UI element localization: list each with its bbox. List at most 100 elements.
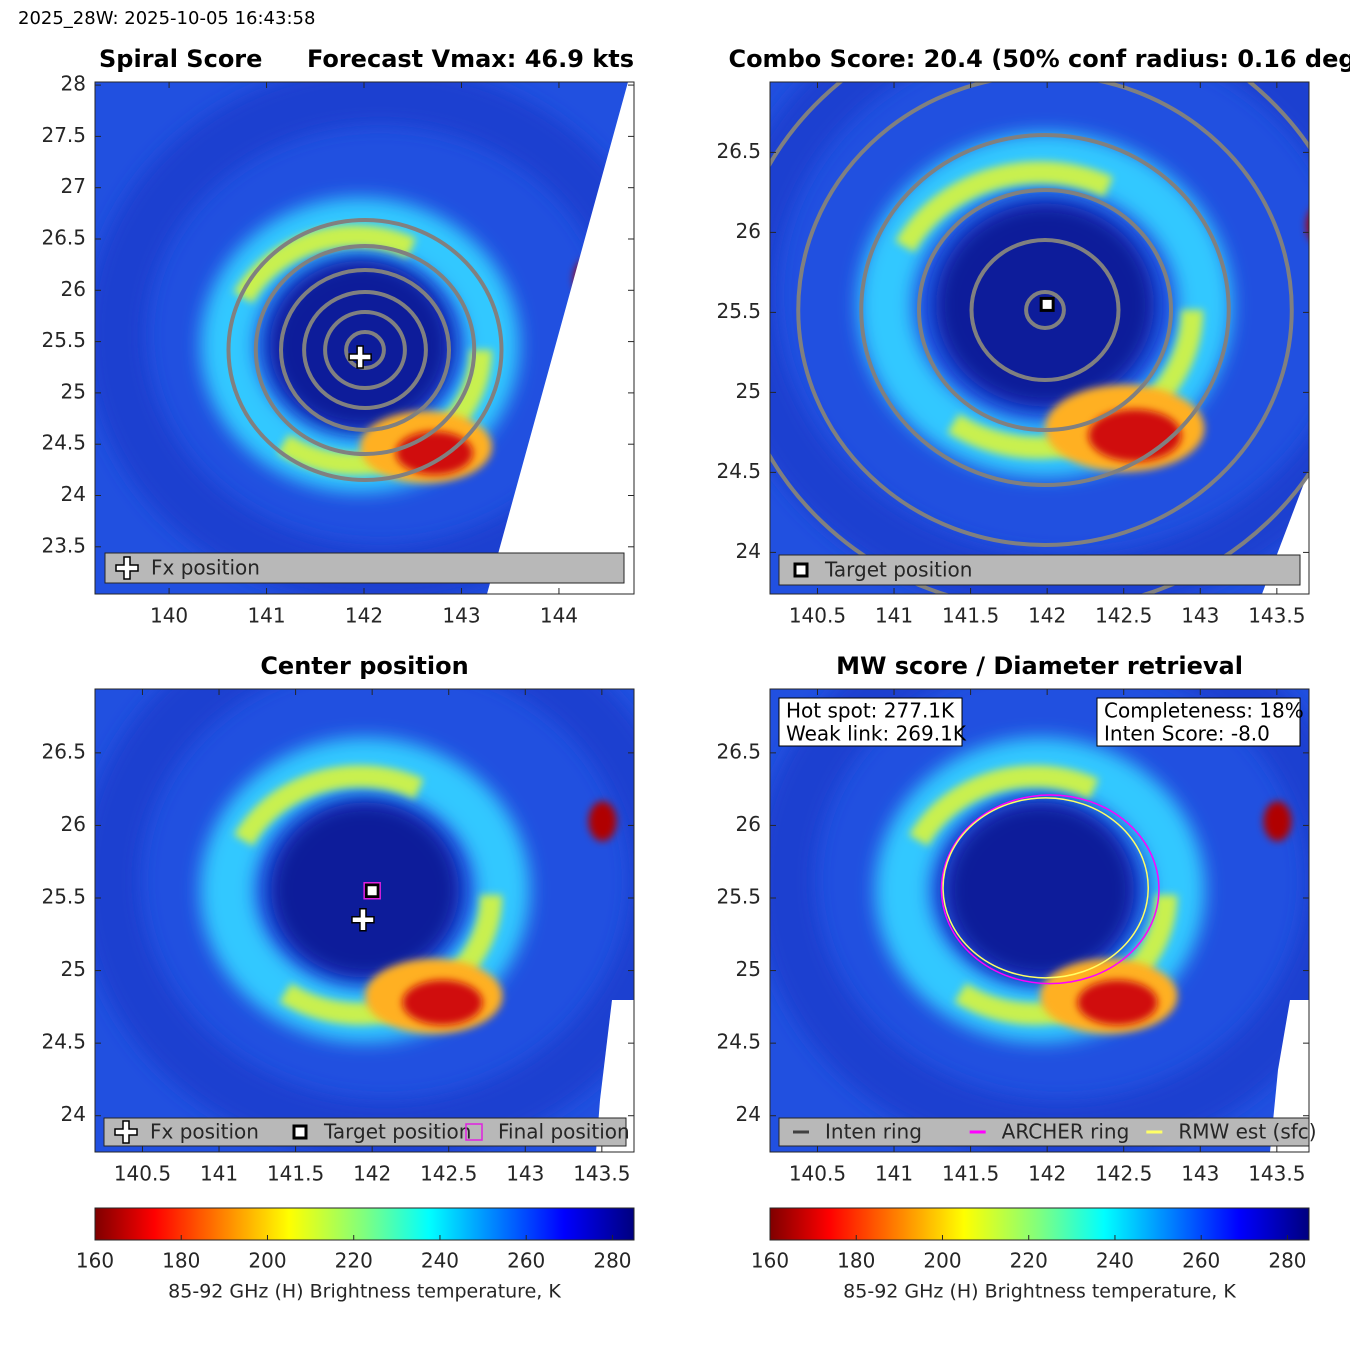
annotation-text: Hot spot: 277.1K <box>786 699 955 723</box>
x-tick-label: 141.5 <box>942 604 999 628</box>
y-tick-label: 27 <box>61 174 86 198</box>
x-tick-label: 142 <box>1028 1162 1066 1186</box>
y-tick-label: 25 <box>736 379 761 403</box>
x-tick-label: 143 <box>442 604 480 628</box>
annotation-text: Inten Score: -8.0 <box>1104 722 1270 746</box>
y-tick-label: 26 <box>61 812 86 836</box>
image-ring <box>892 765 1178 1025</box>
x-tick-label: 220 <box>1010 1249 1048 1273</box>
annotation-text: Weak link: 269.1K <box>786 722 967 746</box>
axes-box <box>769 688 1310 1153</box>
y-tick-label: 26.5 <box>41 225 86 249</box>
contour <box>302 290 428 410</box>
x-tick-label: 141 <box>875 1162 913 1186</box>
panel-title: Combo Score: 20.4 (50% conf radius: 0.16… <box>728 45 1350 73</box>
y-tick-label: 26.5 <box>716 139 761 163</box>
legend-label: ARCHER ring <box>1002 1120 1130 1144</box>
panel <box>95 689 634 1152</box>
x-tick-label: 143 <box>1181 1162 1219 1186</box>
x-tick-label: 260 <box>1182 1249 1220 1273</box>
panel-title: Center position <box>260 652 468 680</box>
x-tick-label: 200 <box>923 1249 961 1273</box>
x-tick-label: 142.5 <box>420 1162 477 1186</box>
image-hot <box>1077 980 1158 1025</box>
axes-box <box>94 688 635 1153</box>
colorbar <box>769 1207 1310 1241</box>
image-hot <box>588 801 617 842</box>
axes-box <box>769 81 1310 595</box>
contour <box>796 82 1294 547</box>
marker-plus <box>348 345 372 369</box>
y-tick-label: 26 <box>736 219 761 243</box>
contour <box>253 244 477 456</box>
y-tick-label: 24 <box>736 1102 761 1126</box>
colorbar-label: 85-92 GHz (H) Brightness temperature, K <box>168 1281 561 1303</box>
x-tick-label: 180 <box>162 1249 200 1273</box>
legend-swatch <box>292 1124 308 1140</box>
y-tick-label: 24 <box>61 482 86 506</box>
y-tick-label: 24.5 <box>41 1030 86 1054</box>
contour <box>323 310 407 390</box>
legend-swatch <box>793 562 809 578</box>
marker-square <box>364 883 380 899</box>
x-tick-label: 180 <box>837 1249 875 1273</box>
legend-label: Inten ring <box>825 1120 922 1144</box>
contour <box>226 218 504 482</box>
y-tick-label: 24.5 <box>41 431 86 455</box>
x-tick-label: 143.5 <box>1248 604 1305 628</box>
contour <box>344 330 386 370</box>
y-tick-label: 25 <box>61 957 86 981</box>
panel-title: MW score / Diameter retrieval <box>836 652 1243 680</box>
y-tick-label: 26 <box>61 277 86 301</box>
legend <box>778 554 1301 586</box>
y-tick-label: 24.5 <box>716 459 761 483</box>
x-tick-label: 140 <box>150 604 188 628</box>
ring <box>942 797 1149 979</box>
x-tick-label: 142.5 <box>1095 1162 1152 1186</box>
contour <box>969 238 1121 382</box>
panel-title: Spiral Score <box>99 45 262 73</box>
x-tick-label: 141 <box>247 604 285 628</box>
image-ring <box>876 161 1204 459</box>
x-tick-label: 142 <box>1028 604 1066 628</box>
legend-symbol <box>465 1123 483 1141</box>
panel <box>770 82 1309 594</box>
x-tick-label: 142 <box>353 1162 391 1186</box>
marker-square <box>1039 296 1055 312</box>
annotation-box <box>778 697 963 747</box>
y-tick-label: 25.5 <box>41 885 86 909</box>
legend-swatch <box>115 556 139 580</box>
legend-label: Final position <box>498 1120 630 1144</box>
x-tick-label: 141 <box>200 1162 238 1186</box>
image-ring <box>218 225 492 475</box>
x-tick-label: 141.5 <box>267 1162 324 1186</box>
y-tick-label: 24 <box>736 539 761 563</box>
x-tick-label: 143 <box>506 1162 544 1186</box>
x-tick-label: 280 <box>1268 1249 1306 1273</box>
y-tick-label: 26 <box>736 812 761 836</box>
legend-symbol <box>115 556 139 580</box>
panel-subtitle: Forecast Vmax: 46.9 kts <box>307 45 634 73</box>
legend-label: Target position <box>323 1120 471 1144</box>
contour <box>859 133 1231 487</box>
header: 2025_28W: 2025-10-05 16:43:58 <box>18 8 315 29</box>
x-tick-label: 140.5 <box>789 1162 846 1186</box>
annotation-text: Completeness: 18% <box>1104 699 1304 723</box>
legend-swatch <box>114 1120 138 1144</box>
marker-plus <box>351 908 375 932</box>
x-tick-label: 280 <box>593 1249 631 1273</box>
image-ring <box>217 765 503 1025</box>
legend-symbol <box>292 1124 308 1140</box>
colorbar <box>94 1207 635 1241</box>
contour <box>917 188 1173 432</box>
y-tick-label: 24 <box>61 1102 86 1126</box>
image-nodata <box>1270 1000 1309 1152</box>
x-tick-label: 143.5 <box>573 1162 630 1186</box>
x-tick-label: 142.5 <box>1095 604 1152 628</box>
x-tick-label: 143.5 <box>1248 1162 1305 1186</box>
x-tick-label: 260 <box>507 1249 545 1273</box>
x-tick-label: 240 <box>1096 1249 1134 1273</box>
y-tick-label: 26.5 <box>716 739 761 763</box>
image-hot <box>1263 801 1292 842</box>
